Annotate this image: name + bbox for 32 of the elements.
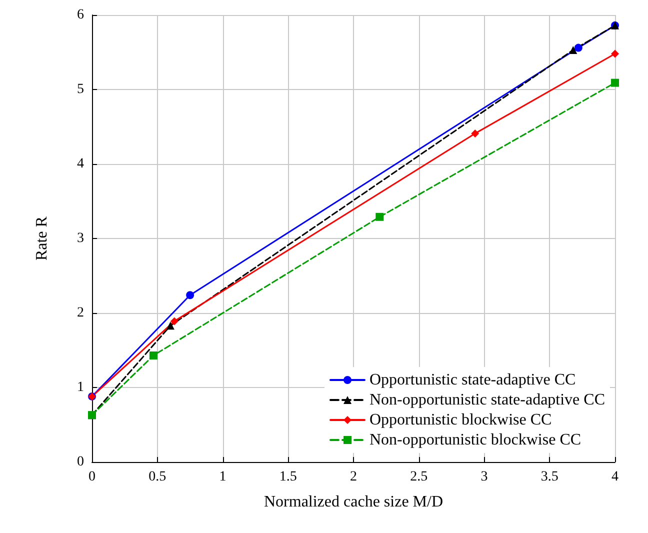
x-tick-label: 2	[350, 470, 357, 484]
y-tick-label: 5	[77, 82, 84, 97]
point	[569, 46, 578, 54]
y-tick-label: 1	[77, 380, 84, 395]
legend-label: Opportunistic blockwise CC	[369, 412, 552, 428]
point	[166, 322, 174, 330]
y-tick-label: 4	[77, 156, 84, 172]
legend-label: Opportunistic state-adaptive CC	[369, 372, 576, 388]
x-tick-label: 3.5	[540, 470, 558, 484]
point	[376, 212, 384, 221]
x-tick-label: 3	[480, 470, 488, 484]
x-tick-label: 1.5	[279, 470, 297, 484]
point	[186, 291, 194, 300]
x-axis-title: Normalized cache size M/D	[264, 494, 444, 510]
point	[611, 78, 619, 87]
y-tick-label: 6	[77, 8, 84, 22]
point	[574, 44, 582, 52]
x-tick-label: 2.5	[410, 470, 428, 484]
y-tick-label: 0	[77, 454, 84, 470]
point	[471, 129, 480, 138]
point	[149, 351, 158, 360]
legend-label: Non-opportunistic blockwise CC	[369, 432, 582, 448]
legend-label: Non-opportunistic state-adaptive CC	[369, 392, 606, 408]
x-tick-label: 0.5	[148, 470, 166, 484]
y-tick-label: 2	[77, 306, 84, 320]
x-tick-label: 4	[612, 470, 618, 484]
y-axis-title: Rate R	[34, 216, 50, 260]
x-tick-label: 0	[88, 470, 96, 484]
point	[611, 50, 619, 58]
y-tick-label: 3	[77, 231, 84, 246]
point	[170, 317, 178, 326]
x-tick-label: 1	[219, 470, 226, 484]
